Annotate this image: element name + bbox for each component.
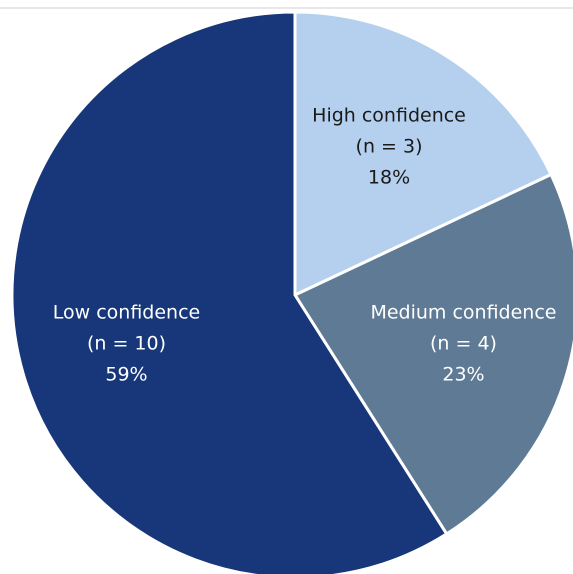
slice-label: Medium confidence [370,301,556,323]
slice-label: Low confidence [53,301,200,323]
slice-label: High confidence [312,104,466,126]
slice-value: 59% [105,363,147,385]
pie-slice [293,173,573,536]
slice-count: (n = 4) [430,332,497,354]
slice-count: (n = 10) [87,332,166,354]
pie-slice [293,10,553,297]
slice-value: 18% [368,166,410,188]
pie-slice [10,10,449,574]
slice-value: 23% [442,363,484,385]
slice-count: (n = 3) [356,135,423,157]
